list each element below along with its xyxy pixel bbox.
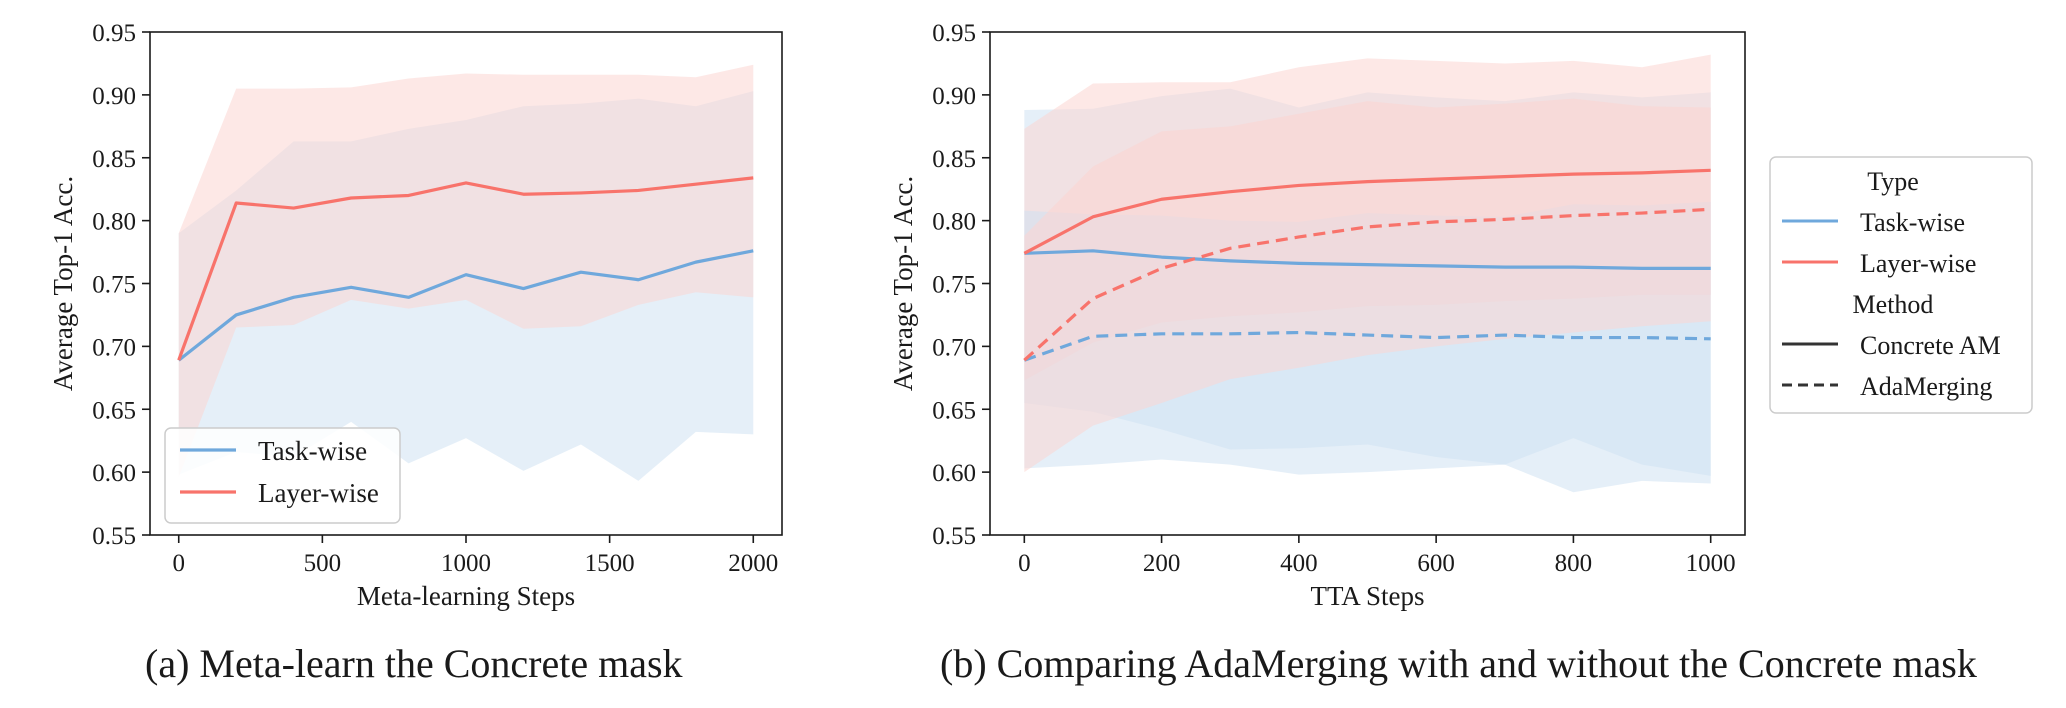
legend-label: Layer-wise <box>1860 249 1976 278</box>
y-tick-label: 0.95 <box>92 20 136 47</box>
y-tick-label: 0.60 <box>92 460 136 487</box>
line-layer-wise-adamerging <box>1023 207 1711 362</box>
y-tick-label: 0.65 <box>92 397 136 424</box>
legend: Type Task-wise Layer-wise Method Concrete AM… <box>1769 156 2033 414</box>
line-task-wise-concrete-am <box>1024 249 1711 271</box>
y-axis-label: Average Top-1 Acc. <box>48 176 78 391</box>
x-tick-label: 1500 <box>585 550 635 577</box>
y-tick-label: 0.70 <box>92 334 136 361</box>
line-layer-wise-concrete-am <box>1023 168 1711 255</box>
y-tick-label: 0.55 <box>92 523 136 550</box>
y-tick-label: 0.65 <box>932 397 976 424</box>
caption-b: (b) Comparing AdaMerging with and withou… <box>940 641 1977 686</box>
line-task-wise <box>177 249 754 362</box>
x-tick-label: 800 <box>1555 550 1593 577</box>
band-layer-wise-adamerging <box>1024 98 1711 473</box>
legend-label: Concrete AM <box>1860 331 2001 360</box>
line-layer-wise <box>177 176 754 361</box>
legend-header: Type <box>1867 167 1919 196</box>
caption-a: (a) Meta-learn the Concrete mask <box>145 641 683 686</box>
y-tick-label: 0.85 <box>932 146 976 173</box>
band-layer-wise <box>178 64 754 478</box>
y-tick-label: 0.60 <box>932 460 976 487</box>
figure: 0.55 0.60 0.65 0.70 0.75 0.80 0.85 0.90 0.95 0 500… <box>48 20 2033 611</box>
chart-meta-learning: 0.55 0.60 0.65 0.70 0.75 0.80 0.85 0.90 0.95 0 500… <box>48 20 783 611</box>
y-tick-label: 0.55 <box>932 523 976 550</box>
x-tick-label: 500 <box>304 550 342 577</box>
legend: Task-wise Layer-wise <box>164 427 401 524</box>
x-tick-label: 0 <box>1018 550 1031 577</box>
x-tick-label: 400 <box>1280 550 1318 577</box>
x-axis-label: TTA Steps <box>1310 581 1424 611</box>
x-axis-label: Meta-learning Steps <box>357 581 575 611</box>
legend-label: Layer-wise <box>258 478 379 508</box>
chart-tta-steps: 0.55 0.60 0.65 0.70 0.75 0.80 0.85 0.90 0.95 0 200… <box>888 20 2033 611</box>
y-tick-label: 0.80 <box>932 209 976 236</box>
y-tick-label: 0.85 <box>92 146 136 173</box>
plot-area <box>1023 54 1711 493</box>
plot-area <box>177 64 754 481</box>
legend-header: Method <box>1853 290 1934 319</box>
y-tick-label: 0.70 <box>932 334 976 361</box>
y-axis-label: Average Top-1 Acc. <box>888 176 918 391</box>
y-tick-label: 0.95 <box>932 20 976 47</box>
x-tick-label: 200 <box>1143 550 1181 577</box>
y-tick-label: 0.90 <box>92 83 136 110</box>
y-tick-label: 0.75 <box>932 272 976 299</box>
y-tick-label: 0.80 <box>92 209 136 236</box>
legend-label: AdaMerging <box>1860 372 1992 401</box>
y-tick-label: 0.75 <box>92 272 136 299</box>
legend-label: Task-wise <box>258 436 367 466</box>
legend-box <box>164 427 401 524</box>
legend-label: Task-wise <box>1860 208 1965 237</box>
x-tick-label: 0 <box>172 550 185 577</box>
x-tick-label: 600 <box>1417 550 1455 577</box>
x-tick-label: 2000 <box>728 550 778 577</box>
line-task-wise-adamerging <box>1023 330 1711 362</box>
x-tick-label: 1000 <box>441 550 491 577</box>
x-tick-label: 1000 <box>1686 550 1736 577</box>
y-tick-label: 0.90 <box>932 83 976 110</box>
